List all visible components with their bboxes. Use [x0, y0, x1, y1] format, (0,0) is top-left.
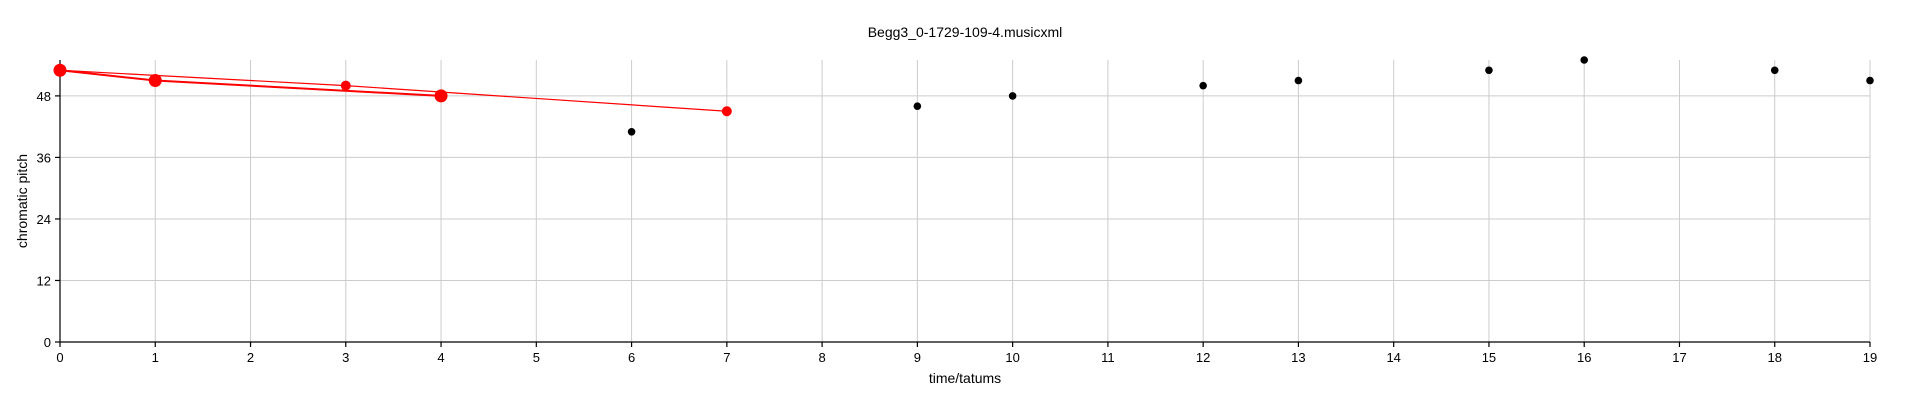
x-tick-label-2: 2	[247, 350, 254, 365]
note-point-7	[1008, 92, 1017, 100]
y-axis-label: chromatic pitch	[14, 154, 30, 248]
x-tick-label-3: 3	[342, 350, 349, 365]
x-tick-label-5: 5	[533, 350, 540, 365]
x-axis-label: time/tatums	[929, 370, 1001, 386]
y-tick-label-48: 48	[37, 89, 51, 104]
x-tick-label-16: 16	[1577, 350, 1591, 365]
data-points	[53, 56, 1874, 136]
note-point-6	[913, 102, 922, 110]
note-point-8	[1199, 81, 1207, 90]
note-point-4	[627, 127, 636, 136]
grid	[60, 60, 1871, 342]
axes	[55, 60, 1871, 347]
highlight-point-2	[434, 89, 448, 103]
highlight-point-1	[148, 74, 162, 88]
note-point-10	[1485, 66, 1493, 75]
x-tick-label-1: 1	[152, 350, 159, 365]
x-tick-label-13: 13	[1291, 350, 1305, 365]
note-point-12	[1770, 66, 1779, 75]
x-tick-label-9: 9	[914, 350, 921, 365]
x-tick-label-14: 14	[1386, 350, 1400, 365]
highlight-point-3	[340, 80, 351, 91]
highlight-point-0	[53, 63, 67, 77]
x-tick-label-17: 17	[1672, 350, 1686, 365]
x-tick-label-10: 10	[1005, 350, 1019, 365]
y-tick-label-12: 12	[37, 273, 51, 288]
x-tick-label-15: 15	[1482, 350, 1496, 365]
x-tick-label-4: 4	[437, 350, 444, 365]
highlight-point-4	[721, 106, 732, 117]
note-point-11	[1580, 56, 1589, 64]
x-tick-label-18: 18	[1768, 350, 1782, 365]
x-tick-label-12: 12	[1196, 350, 1210, 365]
note-point-13	[1866, 76, 1874, 85]
x-tick-label-0: 0	[56, 350, 63, 365]
chart-title: Begg3_0-1729-109-4.musicxml	[868, 24, 1063, 40]
x-tick-label-11: 11	[1101, 350, 1115, 365]
x-tick-label-19: 19	[1863, 350, 1877, 365]
x-tick-label-8: 8	[818, 350, 825, 365]
note-point-9	[1294, 76, 1303, 85]
y-tick-label-36: 36	[37, 150, 51, 165]
y-tick-label-24: 24	[37, 212, 51, 227]
x-tick-label-7: 7	[723, 350, 730, 365]
y-tick-label-0: 0	[44, 335, 51, 350]
x-tick-label-6: 6	[628, 350, 635, 365]
